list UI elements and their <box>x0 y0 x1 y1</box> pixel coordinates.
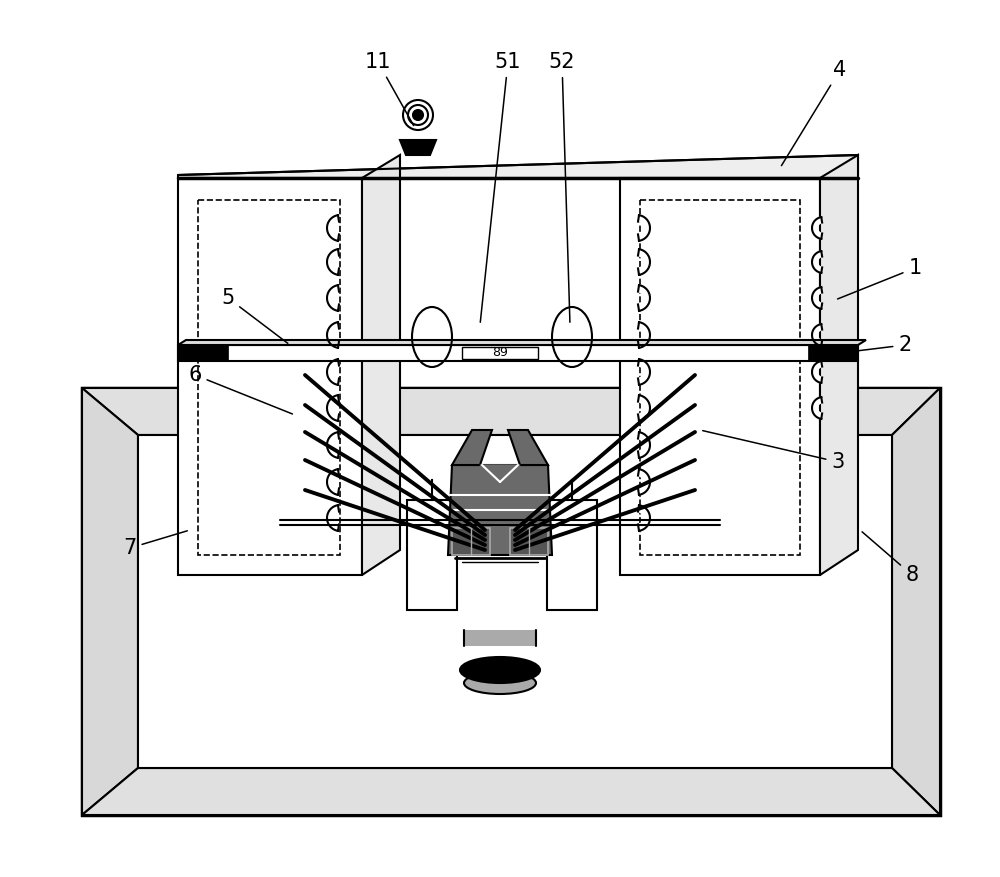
Polygon shape <box>638 249 650 275</box>
Polygon shape <box>178 345 228 361</box>
Polygon shape <box>178 178 362 575</box>
Text: 51: 51 <box>480 52 521 322</box>
Polygon shape <box>638 215 650 241</box>
Polygon shape <box>812 287 822 309</box>
Ellipse shape <box>464 672 536 694</box>
Circle shape <box>413 110 423 120</box>
Polygon shape <box>638 396 650 421</box>
Text: 8: 8 <box>862 531 919 585</box>
Polygon shape <box>510 528 548 555</box>
Polygon shape <box>480 465 520 480</box>
Polygon shape <box>812 251 822 273</box>
Text: 89: 89 <box>492 346 508 360</box>
Polygon shape <box>327 285 339 310</box>
Polygon shape <box>82 388 940 815</box>
Polygon shape <box>448 465 552 555</box>
Polygon shape <box>178 340 866 345</box>
Polygon shape <box>178 345 858 361</box>
Polygon shape <box>462 347 538 359</box>
Polygon shape <box>638 360 650 385</box>
Polygon shape <box>508 430 548 465</box>
Polygon shape <box>638 285 650 310</box>
Text: 3: 3 <box>703 431 845 472</box>
Text: 1: 1 <box>838 258 922 299</box>
Polygon shape <box>638 322 650 348</box>
Polygon shape <box>812 397 822 419</box>
Polygon shape <box>82 388 138 815</box>
Polygon shape <box>638 469 650 495</box>
Text: 5: 5 <box>221 288 288 343</box>
Bar <box>407 500 457 610</box>
Polygon shape <box>327 322 339 348</box>
Polygon shape <box>327 505 339 531</box>
Polygon shape <box>178 155 858 178</box>
Polygon shape <box>362 155 400 575</box>
Polygon shape <box>327 215 339 241</box>
Text: 4: 4 <box>781 60 847 166</box>
Polygon shape <box>138 435 892 768</box>
Polygon shape <box>327 360 339 385</box>
Polygon shape <box>892 388 940 815</box>
Text: 7: 7 <box>123 531 187 558</box>
Polygon shape <box>638 505 650 531</box>
Polygon shape <box>820 155 858 575</box>
Polygon shape <box>638 432 650 458</box>
Bar <box>547 500 597 610</box>
Polygon shape <box>327 396 339 421</box>
Text: 2: 2 <box>851 335 912 355</box>
Polygon shape <box>82 388 940 435</box>
Polygon shape <box>812 217 822 239</box>
Text: 6: 6 <box>188 365 292 414</box>
Ellipse shape <box>460 657 540 683</box>
Polygon shape <box>464 630 536 646</box>
Polygon shape <box>812 361 822 383</box>
Polygon shape <box>808 345 858 361</box>
Text: 52: 52 <box>549 52 575 322</box>
Polygon shape <box>327 249 339 275</box>
Polygon shape <box>452 430 492 465</box>
Polygon shape <box>327 432 339 458</box>
Polygon shape <box>620 178 820 575</box>
Polygon shape <box>452 528 490 555</box>
Polygon shape <box>812 324 822 346</box>
Polygon shape <box>400 140 436 155</box>
Polygon shape <box>327 469 339 495</box>
Text: 11: 11 <box>365 52 414 125</box>
Polygon shape <box>82 768 940 815</box>
